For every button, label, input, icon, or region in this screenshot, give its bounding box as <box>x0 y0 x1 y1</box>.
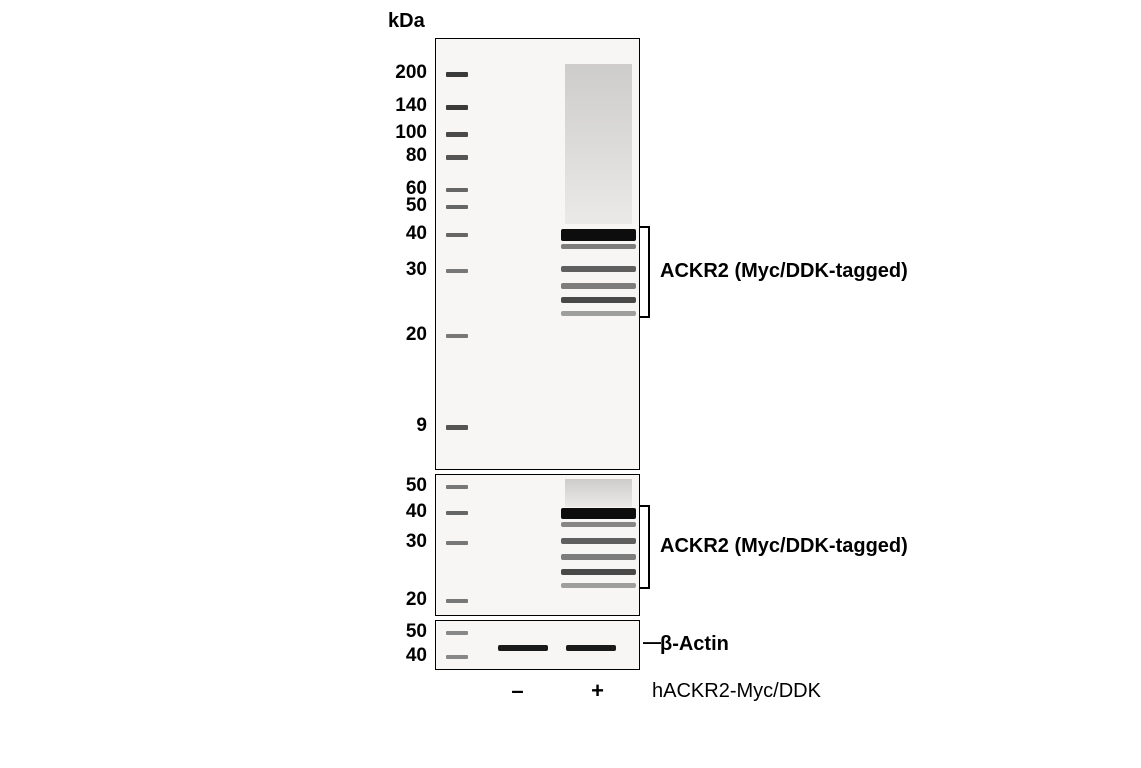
mw-marker-label: 20 <box>406 589 427 611</box>
mw-marker-label: 200 <box>395 62 427 84</box>
ladder-band <box>446 233 468 237</box>
mw-marker-label: 40 <box>406 223 427 245</box>
sample-band <box>561 554 636 560</box>
mw-marker-label: 50 <box>406 195 427 217</box>
blot-panel-stack: ACKR2 (Myc/DDK-tagged) ACKR2 (Myc/DDK-ta… <box>435 38 640 670</box>
blot-panel-1 <box>435 38 640 470</box>
sample-band <box>561 508 636 519</box>
ladder-band <box>446 72 468 77</box>
ladder-band <box>446 269 468 273</box>
panel1-bracket <box>642 226 650 318</box>
mw-marker-label: 50 <box>406 621 427 643</box>
panel2-smear <box>565 479 632 507</box>
lane-positive-symbol: + <box>591 678 604 704</box>
panel1-smear <box>565 64 632 224</box>
ladder-band <box>446 105 468 110</box>
lane-negative-symbol: – <box>511 678 523 704</box>
ladder-band <box>446 205 468 209</box>
sample-band <box>561 266 636 272</box>
ladder-band <box>446 334 468 338</box>
ladder-band <box>446 541 468 545</box>
mw-marker-label: 140 <box>395 95 427 117</box>
ladder-band <box>446 188 468 192</box>
ladder-band <box>446 485 468 489</box>
ladder-band <box>446 655 468 659</box>
actin-band <box>498 645 548 651</box>
sample-band <box>561 244 636 249</box>
mw-marker-label: 50 <box>406 475 427 497</box>
sample-band <box>561 311 636 316</box>
blot-panel-2 <box>435 474 640 616</box>
ladder-band <box>446 631 468 635</box>
sample-band <box>561 283 636 289</box>
blot-panel-3 <box>435 620 640 670</box>
panel1-target-label: ACKR2 (Myc/DDK-tagged) <box>660 260 908 283</box>
ladder-band <box>446 155 468 160</box>
mw-marker-label: 30 <box>406 259 427 281</box>
sample-band <box>561 538 636 544</box>
ladder-band <box>446 599 468 603</box>
mw-marker-label: 40 <box>406 645 427 667</box>
ladder-band <box>446 425 468 430</box>
panel3-target-label: β-Actin <box>660 633 729 656</box>
actin-band <box>566 645 616 651</box>
panel2-target-label: ACKR2 (Myc/DDK-tagged) <box>660 535 908 558</box>
mw-marker-label: 9 <box>416 415 427 437</box>
ladder-band <box>446 132 468 137</box>
mw-marker-label: 80 <box>406 145 427 167</box>
sample-band <box>561 229 636 241</box>
mw-marker-label: 30 <box>406 531 427 553</box>
kda-unit-label: kDa <box>388 10 425 33</box>
ladder-band <box>446 511 468 515</box>
mw-marker-label: 100 <box>395 122 427 144</box>
sample-band <box>561 297 636 303</box>
sample-band <box>561 569 636 575</box>
sample-band <box>561 583 636 588</box>
construct-label: hACKR2-Myc/DDK <box>652 680 821 703</box>
mw-marker-label: 20 <box>406 324 427 346</box>
panel3-dash: — <box>643 632 661 653</box>
mw-marker-label: 40 <box>406 501 427 523</box>
sample-band <box>561 522 636 527</box>
panel2-bracket <box>642 505 650 589</box>
